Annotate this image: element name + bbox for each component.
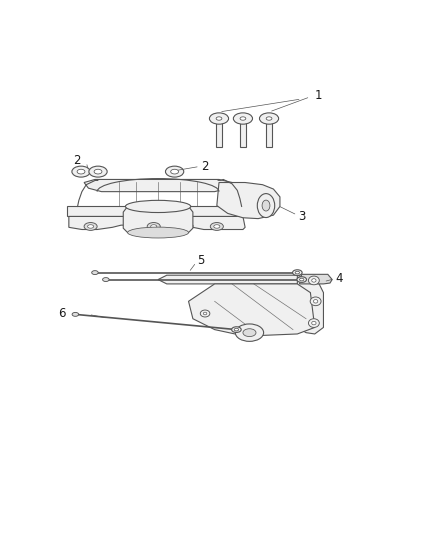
Ellipse shape <box>235 324 264 341</box>
Ellipse shape <box>266 117 272 120</box>
Text: 4: 4 <box>336 272 343 285</box>
Ellipse shape <box>209 113 229 124</box>
Ellipse shape <box>214 225 220 228</box>
Ellipse shape <box>234 328 239 331</box>
Ellipse shape <box>84 223 97 230</box>
Ellipse shape <box>72 312 79 316</box>
Ellipse shape <box>216 117 222 120</box>
Polygon shape <box>158 275 315 287</box>
Ellipse shape <box>310 297 321 305</box>
Ellipse shape <box>77 169 85 174</box>
Ellipse shape <box>308 276 319 285</box>
Polygon shape <box>123 206 193 232</box>
Polygon shape <box>67 206 247 216</box>
Ellipse shape <box>89 166 107 177</box>
Ellipse shape <box>262 200 270 211</box>
Ellipse shape <box>233 113 253 124</box>
Polygon shape <box>217 182 280 219</box>
Ellipse shape <box>92 271 98 274</box>
Ellipse shape <box>171 169 179 174</box>
Bar <box>266 118 272 147</box>
Bar <box>216 118 222 147</box>
Ellipse shape <box>257 193 275 217</box>
Polygon shape <box>300 274 332 284</box>
Ellipse shape <box>127 227 188 238</box>
Ellipse shape <box>203 312 207 315</box>
Ellipse shape <box>72 166 90 177</box>
Ellipse shape <box>147 223 160 230</box>
Polygon shape <box>69 216 245 230</box>
Ellipse shape <box>312 279 316 282</box>
Polygon shape <box>297 275 323 334</box>
Ellipse shape <box>200 310 210 317</box>
Ellipse shape <box>88 225 94 228</box>
Polygon shape <box>84 180 232 192</box>
Text: 1: 1 <box>315 89 322 102</box>
Ellipse shape <box>308 319 319 327</box>
Text: 3: 3 <box>299 209 306 222</box>
Polygon shape <box>188 284 315 336</box>
Ellipse shape <box>94 169 102 174</box>
Text: 6: 6 <box>58 308 66 320</box>
Ellipse shape <box>259 113 279 124</box>
Ellipse shape <box>300 278 304 281</box>
Ellipse shape <box>295 271 300 274</box>
Ellipse shape <box>210 223 223 230</box>
Ellipse shape <box>312 321 316 325</box>
Ellipse shape <box>151 225 157 228</box>
Bar <box>240 118 246 147</box>
Ellipse shape <box>297 277 307 282</box>
Ellipse shape <box>102 278 109 281</box>
Ellipse shape <box>232 327 241 333</box>
Ellipse shape <box>240 117 246 120</box>
Text: 2: 2 <box>73 154 81 167</box>
Text: 5: 5 <box>197 254 205 268</box>
Ellipse shape <box>314 300 318 303</box>
Ellipse shape <box>243 329 256 336</box>
Ellipse shape <box>125 200 191 213</box>
Ellipse shape <box>166 166 184 177</box>
Text: 2: 2 <box>201 160 208 173</box>
Ellipse shape <box>293 270 302 276</box>
